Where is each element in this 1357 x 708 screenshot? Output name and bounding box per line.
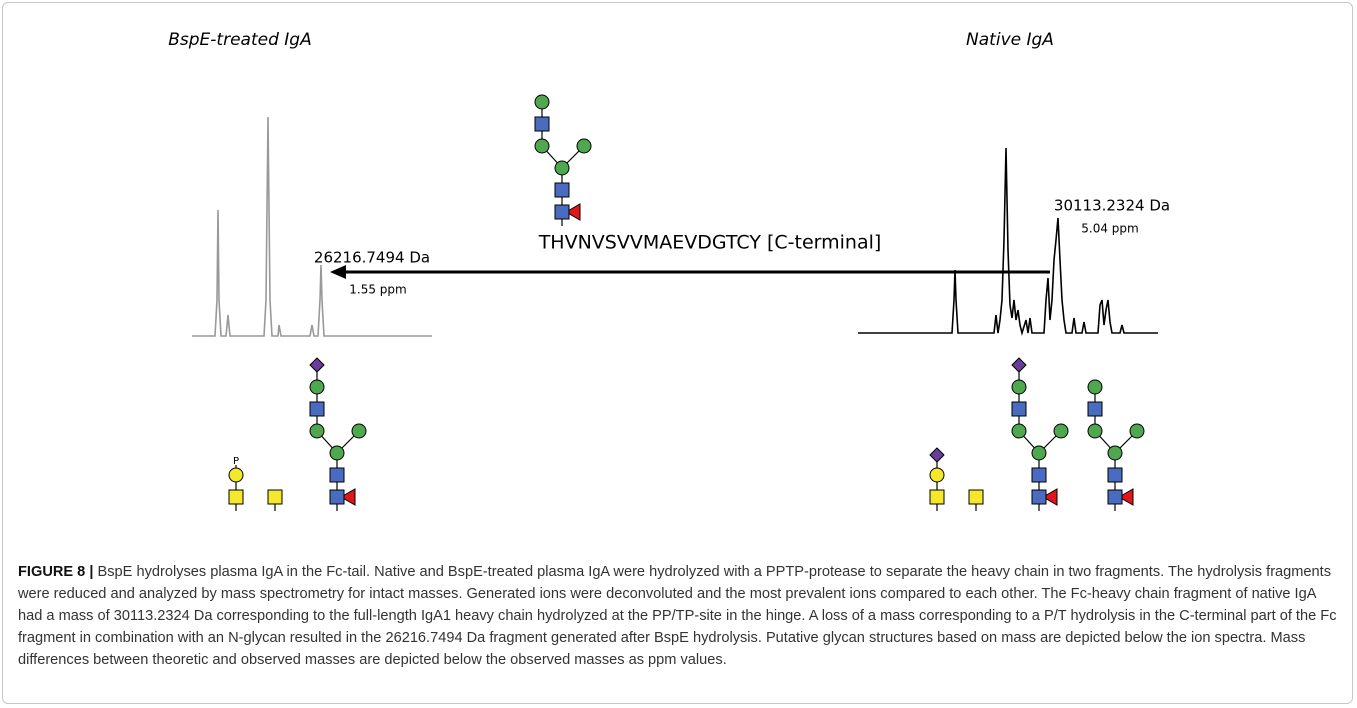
glycan-circle bbox=[1053, 423, 1069, 439]
glycan-circle bbox=[1087, 423, 1103, 439]
caption: FIGURE 8 | BspE hydrolyses plasma IgA in… bbox=[18, 561, 1343, 671]
glycan-circle bbox=[576, 138, 592, 154]
right-ppm: 5.04 ppm bbox=[1081, 222, 1138, 236]
glycan-square bbox=[1011, 401, 1027, 417]
right-mass: 30113.2324 Da bbox=[1054, 197, 1170, 215]
glycan-square bbox=[267, 489, 283, 505]
caption-label: FIGURE 8 | bbox=[18, 564, 94, 580]
glycan-circle bbox=[1107, 445, 1123, 461]
glycan-circle bbox=[554, 160, 570, 176]
glycan-triangle bbox=[1041, 488, 1058, 506]
left-spectrum bbox=[192, 116, 432, 337]
glycan-square bbox=[228, 489, 244, 505]
arrow-head bbox=[330, 265, 346, 279]
glycan-square bbox=[554, 182, 570, 198]
glycan-circle bbox=[1031, 445, 1047, 461]
glycan-circle bbox=[1011, 423, 1027, 439]
glycan-diamond bbox=[929, 447, 945, 463]
glycan-circle bbox=[309, 423, 325, 439]
glycan-circle bbox=[1087, 379, 1103, 395]
glycan-square bbox=[1107, 489, 1123, 505]
glycan-square bbox=[929, 489, 945, 505]
glycan-square bbox=[968, 489, 984, 505]
glycan-triangle bbox=[1117, 488, 1134, 506]
glycan-triangle bbox=[564, 203, 581, 221]
right-title: Native IgA bbox=[966, 30, 1054, 50]
glycan-square bbox=[329, 467, 345, 483]
glycan-circle bbox=[929, 467, 945, 483]
glycan-circle bbox=[228, 467, 244, 483]
glycan-square bbox=[1087, 401, 1103, 417]
glycan-square bbox=[1031, 467, 1047, 483]
glycan-diamond bbox=[309, 357, 325, 373]
left-mass: 26216.7494 Da bbox=[314, 249, 430, 267]
glycan-square bbox=[534, 116, 550, 132]
glycan-square bbox=[554, 204, 570, 220]
glycan-square bbox=[329, 489, 345, 505]
left-title: BspE-treated IgA bbox=[168, 30, 311, 50]
glycan-circle bbox=[309, 379, 325, 395]
glycan-square bbox=[1031, 489, 1047, 505]
phosphate-label: P bbox=[233, 456, 239, 467]
peptide: THVNVSVVMAEVDGTCY [C-terminal] bbox=[538, 232, 882, 254]
caption-text: BspE hydrolyses plasma IgA in the Fc-tai… bbox=[18, 564, 1337, 668]
glycan-diamond bbox=[1011, 357, 1027, 373]
glycan-circle bbox=[351, 423, 367, 439]
glycan-square bbox=[1107, 467, 1123, 483]
glycan-circle bbox=[534, 94, 550, 110]
glycan-circle bbox=[329, 445, 345, 461]
glycan-circle bbox=[1129, 423, 1145, 439]
figure: BspE-treated IgA Native IgA THVNVSVVMAEV… bbox=[168, 30, 1170, 511]
glycan-circle bbox=[534, 138, 550, 154]
left-ppm: 1.55 ppm bbox=[349, 283, 406, 297]
glycan-triangle bbox=[339, 488, 356, 506]
glycan-square bbox=[309, 401, 325, 417]
right-spectrum bbox=[858, 147, 1158, 336]
glycan-circle bbox=[1011, 379, 1027, 395]
